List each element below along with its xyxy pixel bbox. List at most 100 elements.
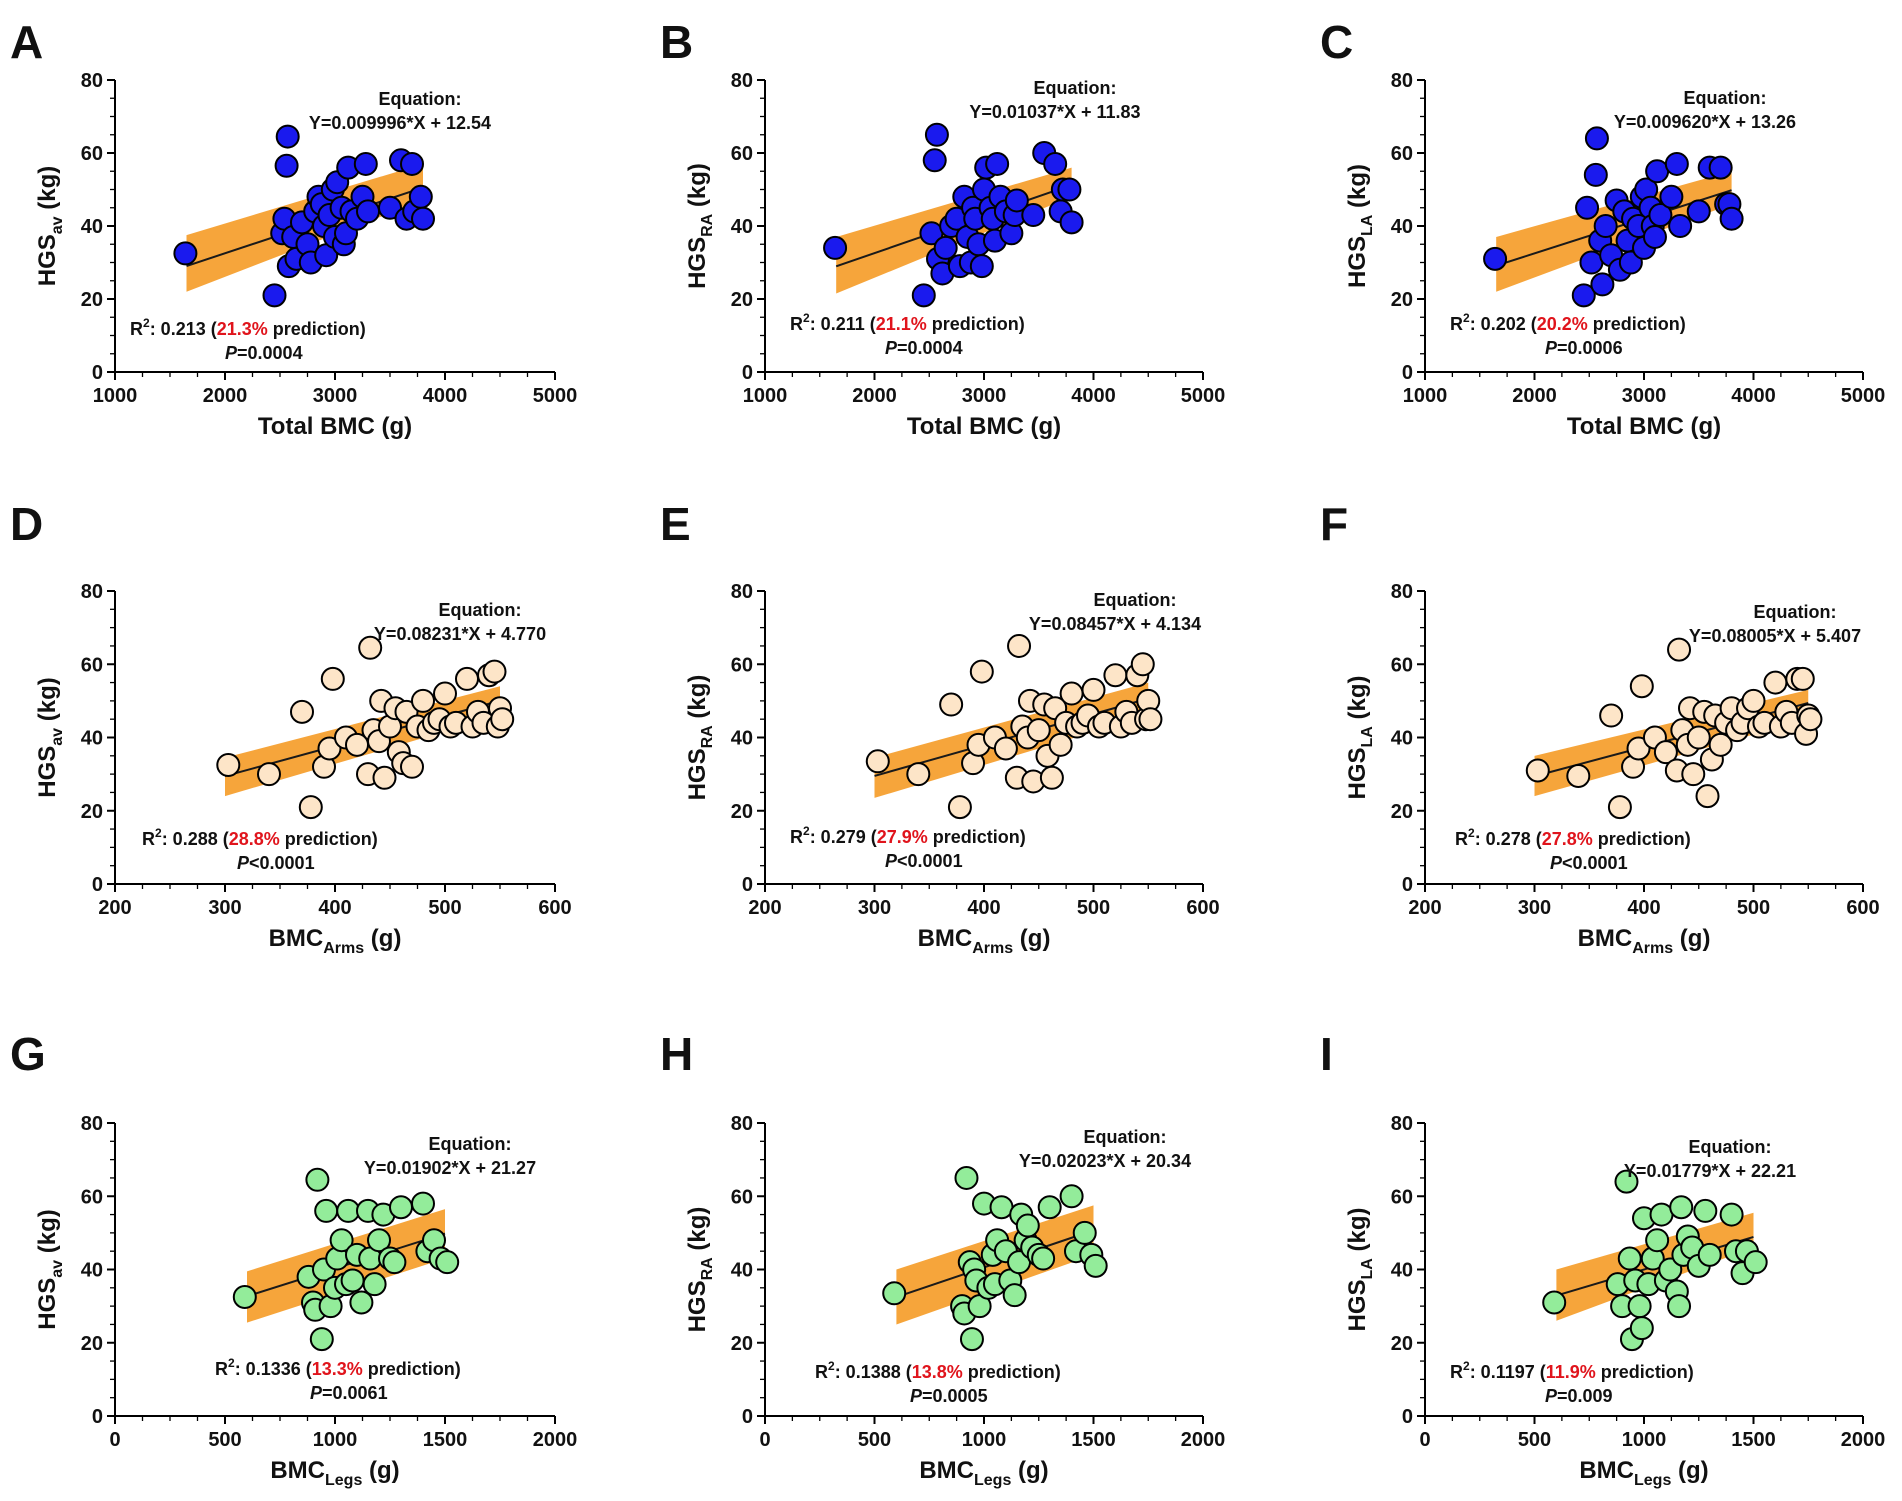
data-point <box>1693 1198 1718 1223</box>
data-point <box>1719 1202 1744 1227</box>
data-point <box>1645 1228 1670 1253</box>
data-point <box>1649 1202 1674 1227</box>
x-tick-label: 2000 <box>1512 385 1557 407</box>
y-tick-label: 0 <box>92 362 103 384</box>
equation-label: Equation: <box>1684 88 1767 108</box>
x-tick-label: 5000 <box>533 385 578 407</box>
equation: Y=0.009996*X + 12.54 <box>309 113 491 133</box>
data-point <box>367 1228 391 1253</box>
x-tick-label: 200 <box>748 897 781 919</box>
y-tick-label: 20 <box>81 1333 103 1355</box>
x-tick-label: 600 <box>538 897 571 919</box>
x-tick-label: 500 <box>1518 1429 1551 1451</box>
data-point <box>216 752 241 777</box>
x-tick-label: 200 <box>98 897 131 919</box>
data-point <box>262 283 287 308</box>
p-value-annotation: P=0.0005 <box>910 1386 988 1406</box>
x-tick-label: 300 <box>208 897 241 919</box>
x-tick-label: 3000 <box>962 385 1007 407</box>
data-point <box>1059 681 1084 706</box>
y-axis-label: HGSLA (kg) <box>1344 675 1376 799</box>
data-point <box>865 749 890 774</box>
y-axis-label: HGSav (kg) <box>34 677 66 797</box>
r-squared-annotation: R2: 0.288 (28.8% prediction) <box>142 826 378 849</box>
data-point <box>1719 206 1744 231</box>
x-axis-label: Total BMC (g) <box>1567 413 1721 440</box>
y-tick-label: 60 <box>1391 143 1413 165</box>
y-axis-label: HGSLA (kg) <box>1344 164 1376 288</box>
data-point <box>1626 736 1651 761</box>
data-point <box>336 1198 361 1223</box>
x-tick-label: 4000 <box>423 385 468 407</box>
x-tick-label: 400 <box>967 897 1000 919</box>
data-point <box>1525 758 1550 783</box>
y-tick-label: 80 <box>731 70 753 92</box>
data-point <box>939 692 964 717</box>
data-point <box>1648 203 1673 228</box>
data-point <box>433 681 457 706</box>
equation-label: Equation: <box>1689 1137 1772 1157</box>
equation: Y=0.02023*X + 20.34 <box>1019 1151 1191 1171</box>
panel-letter-d: D <box>10 498 43 550</box>
data-point <box>1668 214 1693 238</box>
data-point <box>490 707 515 732</box>
data-point <box>257 762 281 787</box>
y-tick-label: 20 <box>731 289 753 311</box>
equation-label: Equation: <box>1084 1127 1167 1147</box>
y-tick-label: 40 <box>81 728 103 750</box>
x-tick-label: 1000 <box>1622 1429 1667 1451</box>
equation-label: Equation: <box>379 89 462 109</box>
data-point <box>1669 1195 1694 1220</box>
data-point <box>922 148 947 173</box>
data-point <box>989 1195 1014 1220</box>
equation: Y=0.08457*X + 4.134 <box>1029 614 1201 634</box>
y-tick-label: 0 <box>92 1406 103 1428</box>
data-point <box>320 666 345 691</box>
data-point <box>408 184 433 209</box>
data-point <box>1681 762 1706 787</box>
y-tick-label: 20 <box>1391 801 1413 823</box>
data-point <box>389 1195 413 1220</box>
data-point <box>1667 1294 1692 1319</box>
y-tick-label: 40 <box>731 728 753 750</box>
data-point <box>232 1284 257 1309</box>
data-point <box>1059 210 1084 235</box>
x-axis-label: BMCLegs (g) <box>919 1457 1048 1489</box>
data-point <box>329 1228 354 1253</box>
x-axis-label: Total BMC (g) <box>258 413 412 440</box>
data-point <box>924 122 949 147</box>
y-tick-label: 20 <box>81 801 103 823</box>
data-point <box>349 1290 374 1315</box>
data-point <box>1629 674 1654 699</box>
data-point <box>1002 1283 1027 1308</box>
p-value-annotation: P=0.0006 <box>1545 338 1623 358</box>
y-tick-label: 0 <box>742 362 753 384</box>
x-tick-label: 0 <box>1419 1429 1430 1451</box>
data-point <box>1708 732 1733 757</box>
equation: Y=0.08005*X + 5.407 <box>1689 626 1861 646</box>
data-point <box>1575 195 1600 220</box>
y-axis-label: HGSRA (kg) <box>684 1207 716 1333</box>
x-tick-label: 2000 <box>203 385 248 407</box>
x-tick-label: 2000 <box>1841 1429 1886 1451</box>
y-tick-label: 0 <box>742 874 753 896</box>
x-axis-label: BMCArms (g) <box>269 925 402 957</box>
x-tick-label: 2000 <box>533 1429 578 1451</box>
y-tick-label: 40 <box>1391 728 1413 750</box>
data-point <box>1627 1294 1652 1319</box>
data-point <box>274 153 299 178</box>
x-axis-label: Total BMC (g) <box>907 413 1061 440</box>
data-point <box>1072 1220 1097 1245</box>
data-point <box>1579 250 1604 275</box>
data-point <box>1057 177 1082 202</box>
data-point <box>947 795 972 820</box>
r-squared-annotation: R2: 0.279 (27.9% prediction) <box>790 824 1026 847</box>
y-tick-label: 60 <box>81 143 103 165</box>
data-point <box>411 1191 435 1216</box>
data-point <box>1083 1253 1108 1278</box>
equation: Y=0.01779*X + 22.21 <box>1624 1161 1796 1181</box>
p-value-annotation: P<0.0001 <box>237 853 315 873</box>
y-axis-label: HGSLA (kg) <box>1344 1207 1376 1331</box>
x-tick-label: 500 <box>428 897 461 919</box>
data-point <box>455 666 479 691</box>
